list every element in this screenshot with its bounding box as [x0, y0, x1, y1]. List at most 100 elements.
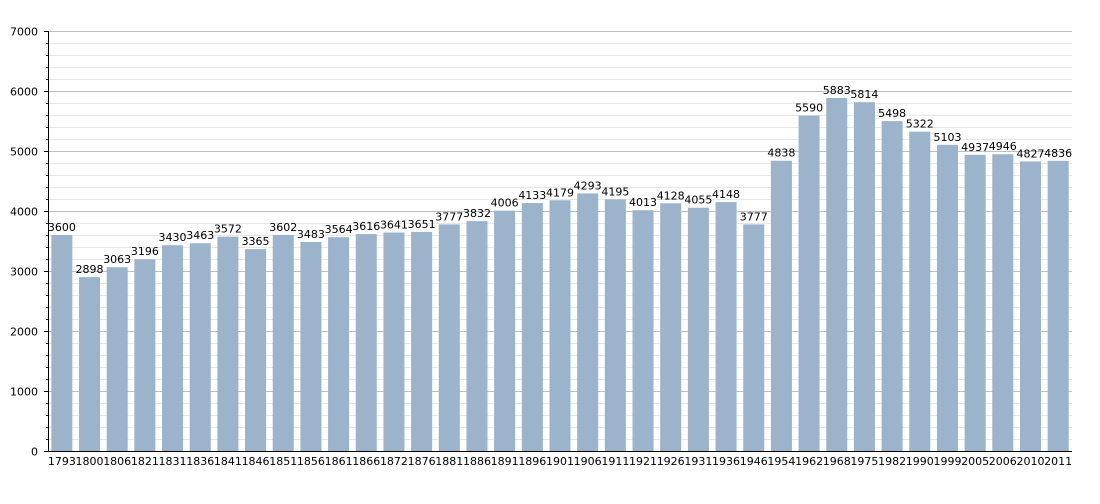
bar — [577, 193, 599, 452]
data-label: 5814 — [850, 88, 878, 101]
data-label: 3430 — [159, 231, 187, 244]
x-tick-label: 1891 — [491, 455, 519, 468]
data-label: 5103 — [933, 131, 961, 144]
y-tick-label: 4000 — [10, 206, 38, 219]
data-label: 4055 — [684, 194, 712, 207]
x-tick-label: 1836 — [186, 455, 214, 468]
y-tick-label: 6000 — [10, 86, 38, 99]
data-label: 5322 — [906, 118, 934, 131]
bar — [1019, 161, 1041, 451]
x-tick-label: 1821 — [131, 455, 159, 468]
bar — [106, 267, 128, 451]
bar — [687, 207, 709, 451]
data-label: 4179 — [546, 186, 574, 199]
x-tick-label: 1881 — [435, 455, 463, 468]
bar — [300, 242, 322, 451]
bars — [51, 98, 1069, 452]
bar — [79, 277, 101, 451]
data-label: 4937 — [961, 141, 989, 154]
bar — [438, 224, 460, 451]
x-tick-label: 1921 — [629, 455, 657, 468]
x-tick-label: 1931 — [684, 455, 712, 468]
x-tick-label: 1906 — [574, 455, 602, 468]
data-label: 3365 — [242, 235, 270, 248]
bar — [521, 203, 543, 451]
data-label: 3651 — [408, 218, 436, 231]
data-label: 4013 — [629, 196, 657, 209]
data-label: 5498 — [878, 107, 906, 120]
data-label: 4838 — [767, 147, 795, 160]
bar — [1047, 160, 1069, 451]
bar — [494, 210, 516, 451]
x-tick-label: 1946 — [740, 455, 768, 468]
bar — [853, 102, 875, 451]
x-tick-label: 1872 — [380, 455, 408, 468]
x-tick-label: 1982 — [878, 455, 906, 468]
bar — [881, 121, 903, 452]
x-tick-label: 1886 — [463, 455, 491, 468]
bar — [632, 210, 654, 451]
bar — [383, 232, 405, 451]
y-tick-label: 3000 — [10, 266, 38, 279]
y-tick-label: 5000 — [10, 146, 38, 159]
bar — [798, 115, 820, 451]
y-tick-label: 2000 — [10, 326, 38, 339]
x-tick-label: 1806 — [103, 455, 131, 468]
x-tick-label: 1975 — [850, 455, 878, 468]
bar — [217, 236, 239, 451]
data-label: 4133 — [518, 189, 546, 202]
data-label: 3616 — [352, 220, 380, 233]
data-label: 3463 — [186, 229, 214, 242]
y-tick-label: 0 — [31, 446, 38, 459]
data-label: 3600 — [48, 221, 76, 234]
x-tick-label: 1990 — [906, 455, 934, 468]
bar — [245, 249, 267, 451]
x-tick-label: 1793 — [48, 455, 76, 468]
bar — [51, 235, 73, 451]
x-tick-label: 1962 — [795, 455, 823, 468]
x-tick-label: 1841 — [214, 455, 242, 468]
data-label: 3063 — [103, 253, 131, 266]
bar — [660, 203, 682, 451]
x-tick-label: 1876 — [408, 455, 436, 468]
data-label: 3483 — [297, 228, 325, 241]
x-tick-label: 1911 — [601, 455, 629, 468]
bar — [715, 202, 737, 451]
x-tick-label: 2010 — [1016, 455, 1044, 468]
bar — [549, 200, 571, 451]
data-label: 4128 — [657, 189, 685, 202]
data-label: 4827 — [1016, 147, 1044, 160]
x-tick-label: 1901 — [546, 455, 574, 468]
data-label: 3196 — [131, 245, 159, 258]
x-tick-label: 2005 — [961, 455, 989, 468]
bar — [466, 221, 488, 451]
bar — [826, 98, 848, 452]
data-label: 2898 — [76, 263, 104, 276]
bar — [743, 224, 765, 451]
x-tick-label: 1954 — [767, 455, 795, 468]
bar — [604, 199, 626, 451]
axes: 0 1000 2000 3000 4000 5000 6000 7000 1793 1800 180… — [10, 26, 1072, 469]
data-label: 4946 — [989, 140, 1017, 153]
bar — [355, 234, 377, 451]
x-tick-label: 1861 — [325, 455, 353, 468]
bar — [936, 144, 958, 451]
x-tick-label: 1866 — [352, 455, 380, 468]
data-label: 5883 — [823, 84, 851, 97]
x-tick-label: 1999 — [933, 455, 961, 468]
data-label: 4836 — [1044, 147, 1072, 160]
data-label: 3572 — [214, 223, 242, 236]
bar — [189, 243, 211, 451]
data-label: 3602 — [269, 221, 297, 234]
bar — [992, 154, 1014, 452]
x-tick-label: 1936 — [712, 455, 740, 468]
data-label: 4195 — [601, 185, 629, 198]
bar — [272, 234, 294, 451]
bar — [909, 131, 931, 451]
bar — [411, 231, 433, 451]
data-label: 3832 — [463, 207, 491, 220]
bar — [770, 160, 792, 451]
